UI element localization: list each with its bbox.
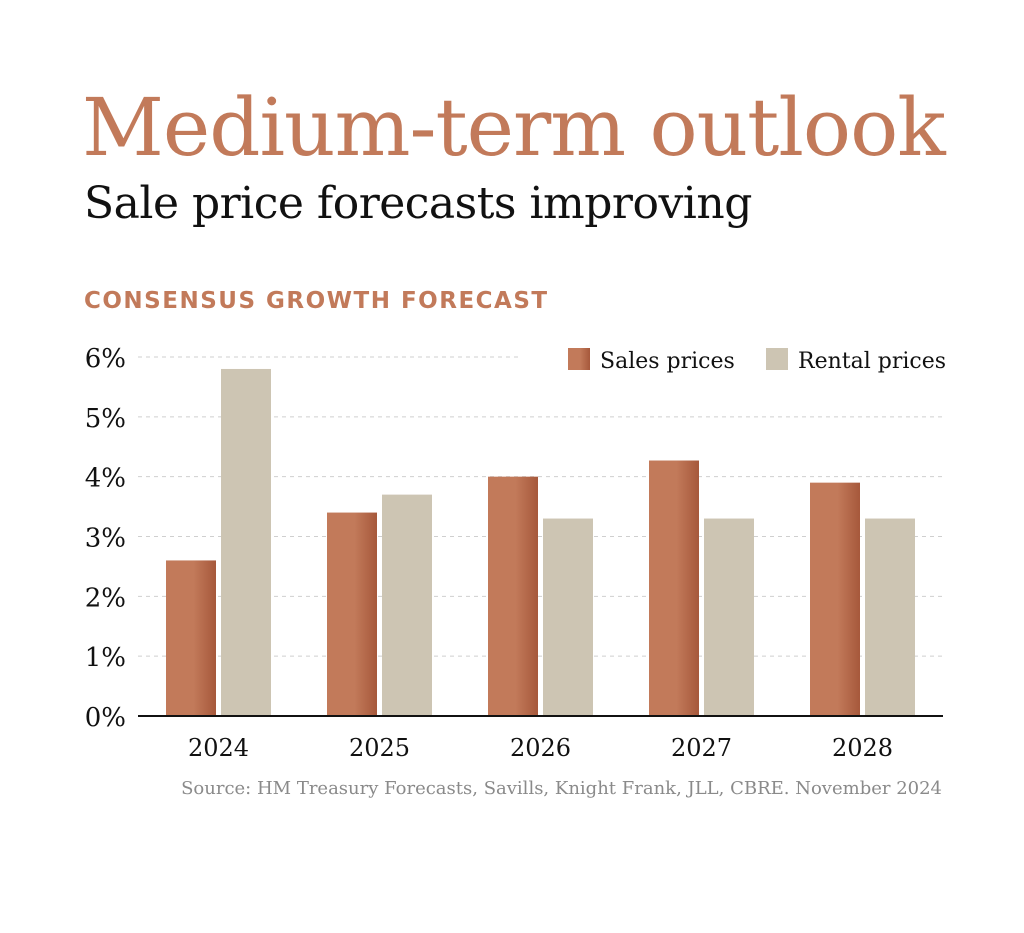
legend-swatch-sales (568, 348, 590, 370)
x-tick-label: 2024 (188, 734, 249, 762)
legend: Sales prices Rental prices (568, 348, 946, 374)
y-tick-label: 0% (85, 703, 126, 733)
rental-bar-2024 (221, 368, 271, 716)
y-tick-label: 1% (85, 643, 126, 673)
gridlines (138, 356, 943, 657)
rental-bar-2027 (704, 518, 754, 716)
sales-bar-2026 (488, 476, 538, 716)
y-tick-label: 3% (85, 524, 126, 554)
sales-bar-2028 (810, 482, 860, 716)
legend-label-sales: Sales prices (600, 349, 735, 374)
legend-swatch-rental (766, 348, 788, 370)
y-tick-label: 2% (85, 583, 126, 613)
chart-title: Medium-term outlook (82, 81, 946, 174)
sales-bar-2027 (649, 460, 699, 716)
rental-bar-2026 (543, 518, 593, 716)
x-tick-label: 2028 (832, 734, 893, 762)
y-tick-label: 5% (85, 404, 126, 434)
sales-bar-2024 (166, 560, 216, 716)
x-axis-ticks: 2024 2025 2026 2027 2028 (188, 734, 893, 762)
sales-bar-2025 (327, 512, 377, 716)
x-tick-label: 2026 (510, 734, 571, 762)
bars (166, 368, 915, 716)
y-axis-ticks: 0% 1% 2% 3% 4% 5% 6% (85, 344, 126, 733)
rental-bar-2028 (865, 518, 915, 716)
rental-bar-2025 (382, 494, 432, 716)
y-tick-label: 6% (85, 344, 126, 374)
x-tick-label: 2027 (671, 734, 732, 762)
chart-subtitle: Sale price forecasts improving (84, 178, 752, 229)
legend-label-rental: Rental prices (798, 349, 946, 374)
source-note: Source: HM Treasury Forecasts, Savills, … (181, 778, 942, 799)
section-label: CONSENSUS GROWTH FORECAST (84, 288, 549, 314)
y-tick-label: 4% (85, 464, 126, 494)
x-tick-label: 2025 (349, 734, 410, 762)
